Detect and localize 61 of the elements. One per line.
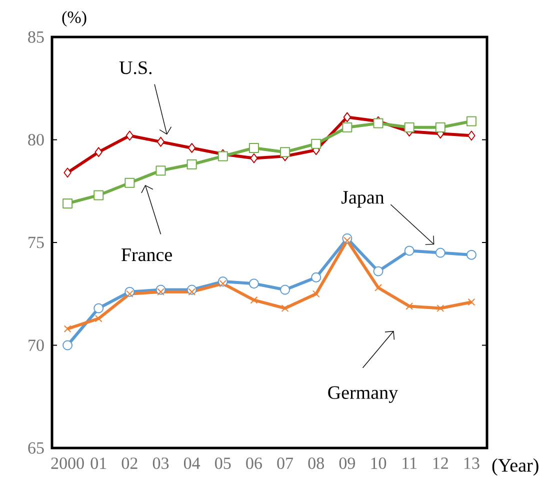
- text: Germany: [328, 386, 398, 403]
- y-tick-label: 65: [28, 442, 44, 454]
- point: [404, 122, 414, 132]
- point: [468, 130, 476, 141]
- y-tick-label: 80: [28, 134, 44, 146]
- x-tick-label: 07: [277, 458, 294, 469]
- x-tick-label: 13: [464, 458, 480, 469]
- point: [156, 166, 166, 176]
- x-tick-label: 08: [308, 458, 324, 469]
- x-tick-label: 04: [184, 458, 200, 469]
- x-tick-label: 09: [339, 458, 355, 469]
- x-tick-label: 02: [122, 458, 138, 469]
- point: [94, 147, 102, 158]
- point: [311, 138, 322, 149]
- point: [435, 248, 446, 258]
- x-tick-label: 10: [371, 458, 386, 469]
- point: [404, 246, 414, 256]
- point: [186, 159, 197, 170]
- x-tick-label: 05: [215, 458, 231, 469]
- point: [468, 298, 476, 306]
- y-tick-label: 75: [28, 236, 44, 248]
- x-tick-label: 11: [402, 458, 416, 469]
- point: [435, 122, 446, 132]
- x-axis-title: (Year): [492, 458, 538, 476]
- point: [248, 142, 259, 153]
- y-tick-label: 85: [28, 31, 44, 43]
- series-label: Japan: [341, 191, 384, 208]
- x-tick-label: 06: [246, 458, 262, 469]
- x-tick-label: 01: [90, 458, 106, 469]
- point: [219, 280, 227, 288]
- point: [466, 116, 476, 126]
- point: [250, 153, 258, 164]
- y-axis-title: (%): [62, 11, 86, 26]
- point: [62, 340, 73, 350]
- x-tick-label: 03: [152, 458, 169, 469]
- point: [64, 325, 72, 332]
- point: [248, 278, 259, 289]
- x-tick-label: 12: [433, 458, 448, 469]
- point: [156, 136, 165, 147]
- point: [342, 122, 352, 132]
- point: [126, 290, 134, 298]
- point: [373, 266, 384, 276]
- point: [126, 130, 134, 141]
- point: [188, 288, 196, 296]
- point: [124, 178, 135, 188]
- point: [280, 147, 290, 158]
- point: [343, 112, 352, 122]
- point: [62, 198, 73, 208]
- point: [344, 236, 351, 244]
- point: [64, 168, 72, 178]
- point: [311, 272, 322, 282]
- point: [188, 142, 196, 153]
- point: [280, 284, 290, 295]
- point: [94, 190, 104, 200]
- text: U.S.: [119, 61, 152, 74]
- x-tick-label: 2000: [51, 458, 84, 469]
- y-tick-label: 70: [28, 340, 44, 351]
- point: [466, 250, 476, 260]
- text: France: [121, 248, 172, 262]
- point: [157, 288, 164, 296]
- point: [94, 303, 104, 314]
